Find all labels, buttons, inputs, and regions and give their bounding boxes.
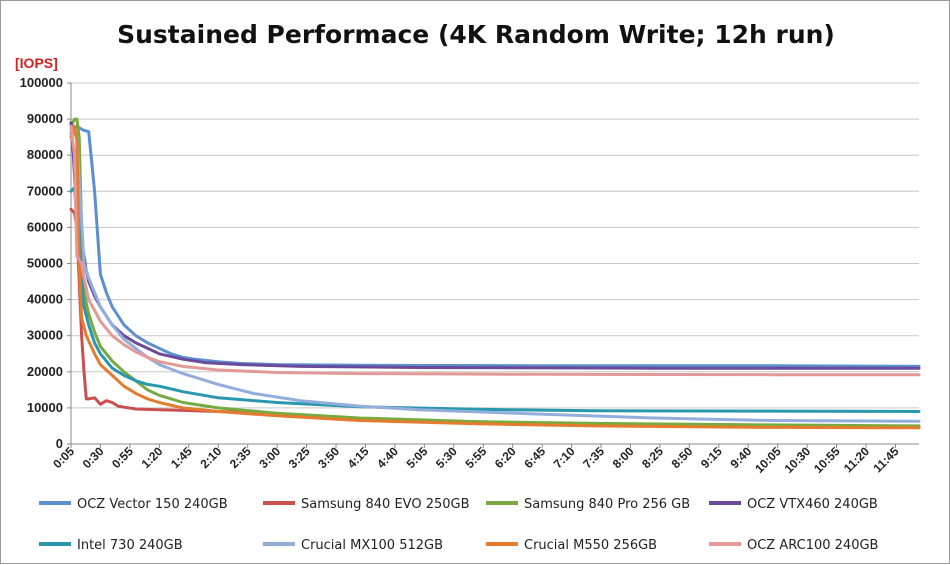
chart-title: Sustained Performace (4K Random Write; 1…: [117, 20, 835, 49]
legend: OCZ Vector 150 240GB Samsung 840 EVO 250G…: [39, 497, 878, 553]
y-tick-label: 40000: [27, 292, 63, 307]
series-line-4: [69, 121, 921, 370]
y-tick-label: 100000: [20, 75, 63, 90]
x-tick-label: 7:35: [580, 444, 607, 471]
series-line-8: [69, 124, 921, 377]
legend-label: OCZ ARC100 240GB: [747, 538, 878, 553]
series-line-7: [69, 124, 921, 430]
x-tick-label: 3:25: [286, 444, 313, 471]
series-line-1: [69, 124, 921, 368]
x-tick-label: 6:45: [521, 444, 548, 471]
series-line-6: [69, 128, 921, 423]
x-tick-label: 0:05: [50, 444, 77, 471]
y-tick-label: 50000: [27, 256, 63, 271]
x-tick-label: 1:45: [168, 444, 195, 471]
legend-label: OCZ Vector 150 240GB: [77, 497, 228, 512]
x-axis-ticks: 0:05 0:30 0:55 1:20 1:45 2:10 2:35 3:00 3:25 3:50…: [50, 444, 902, 476]
legend-label: Samsung 840 Pro 256 GB: [524, 497, 690, 512]
x-tick-label: 0:55: [109, 444, 136, 471]
y-tick-label: 70000: [27, 183, 63, 198]
y-tick-label: 30000: [27, 328, 63, 343]
x-tick-label: 10:05: [752, 444, 784, 476]
x-tick-label: 10:55: [811, 444, 843, 476]
y-axis-ticks: 0 10000 20000 30000 40000 50000 60000 70000 8000…: [20, 75, 63, 451]
x-tick-label: 5:05: [404, 444, 431, 471]
x-tick-label: 4:40: [374, 444, 401, 471]
legend-label: Crucial MX100 512GB: [301, 538, 443, 553]
x-tick-label: 8:25: [639, 444, 666, 471]
x-tick-label: 5:55: [462, 444, 489, 471]
y-tick-label: 20000: [27, 364, 63, 379]
x-tick-label: 2:10: [197, 444, 224, 471]
x-tick-label: 4:15: [345, 444, 372, 471]
x-tick-label: 1:20: [139, 444, 166, 471]
x-tick-label: 5:30: [433, 444, 460, 471]
x-tick-label: 8:00: [610, 444, 637, 471]
series-lines: [69, 117, 921, 430]
y-tick-label: 60000: [27, 219, 63, 234]
legend-label: Crucial M550 256GB: [524, 538, 657, 553]
y-tick-label: 10000: [27, 400, 63, 415]
x-tick-label: 9:15: [698, 444, 725, 471]
x-tick-label: 9:40: [727, 444, 754, 471]
y-tick-label: 90000: [27, 111, 63, 126]
series-line-3: [69, 117, 921, 428]
x-tick-label: 7:10: [551, 444, 578, 471]
legend-label: Intel 730 240GB: [77, 538, 183, 553]
x-tick-label: 11:20: [841, 444, 872, 475]
x-tick-label: 10:30: [782, 444, 814, 476]
x-tick-label: 6:20: [492, 444, 519, 471]
x-tick-label: 8:50: [669, 444, 696, 471]
axes: [67, 82, 919, 448]
legend-label: OCZ VTX460 240GB: [747, 497, 878, 512]
x-tick-label: 0:30: [80, 444, 107, 471]
legend-label: Samsung 840 EVO 250GB: [301, 497, 470, 512]
grid-lines: [71, 82, 919, 409]
y-tick-label: 0: [56, 436, 63, 451]
x-tick-label: 3:50: [315, 444, 342, 471]
x-tick-label: 3:00: [256, 444, 283, 471]
y-tick-label: 80000: [27, 147, 63, 162]
y-axis-unit-label: [IOPS]: [15, 55, 58, 71]
x-tick-label: 2:35: [227, 444, 254, 471]
x-tick-label: 11:45: [870, 444, 901, 475]
